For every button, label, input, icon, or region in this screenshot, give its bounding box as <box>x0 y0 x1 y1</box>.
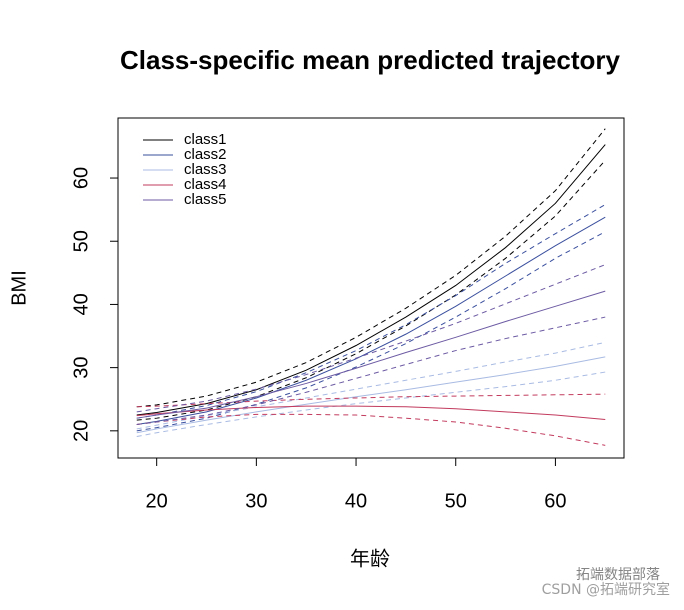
legend-label: class1 <box>184 131 227 148</box>
ci-upper-line <box>136 204 606 419</box>
ci-lower-line <box>136 413 606 446</box>
ci-lower-line <box>136 316 606 426</box>
mean-line <box>136 290 606 419</box>
x-tick-label: 50 <box>445 490 467 512</box>
ci-upper-line <box>136 393 606 408</box>
y-tick-label: 20 <box>70 420 92 442</box>
mean-line <box>136 405 606 420</box>
x-tick-label: 20 <box>146 490 168 512</box>
x-tick-label: 30 <box>245 490 267 512</box>
legend-label: class2 <box>184 146 227 163</box>
plot-box <box>117 117 625 459</box>
ci-lower-line <box>136 371 606 438</box>
ci-lower-line <box>136 231 606 432</box>
ci-upper-line <box>136 264 606 413</box>
watermark: CSDN @拓端研究室 <box>542 581 670 598</box>
y-tick-label: 60 <box>70 167 92 189</box>
y-tick-label: 40 <box>70 293 92 315</box>
mean-line <box>136 216 606 425</box>
ci-upper-line <box>136 341 606 430</box>
y-tick-label: 30 <box>70 357 92 379</box>
mean-line <box>136 356 606 434</box>
watermark: 拓端数据部落 <box>576 567 660 583</box>
ci-upper-line <box>136 128 606 408</box>
mean-line <box>136 144 606 416</box>
legend-label: class5 <box>184 191 227 208</box>
x-tick-label: 40 <box>345 490 367 512</box>
chart-title: Class-specific mean predicted trajectory <box>120 45 621 75</box>
legend-label: class3 <box>184 161 227 178</box>
x-axis-label: 年龄 <box>350 547 390 571</box>
x-tick-label: 60 <box>544 490 566 512</box>
y-axis-label: BMI <box>8 270 30 306</box>
y-tick-label: 50 <box>70 230 92 252</box>
legend-label: class4 <box>184 176 227 193</box>
